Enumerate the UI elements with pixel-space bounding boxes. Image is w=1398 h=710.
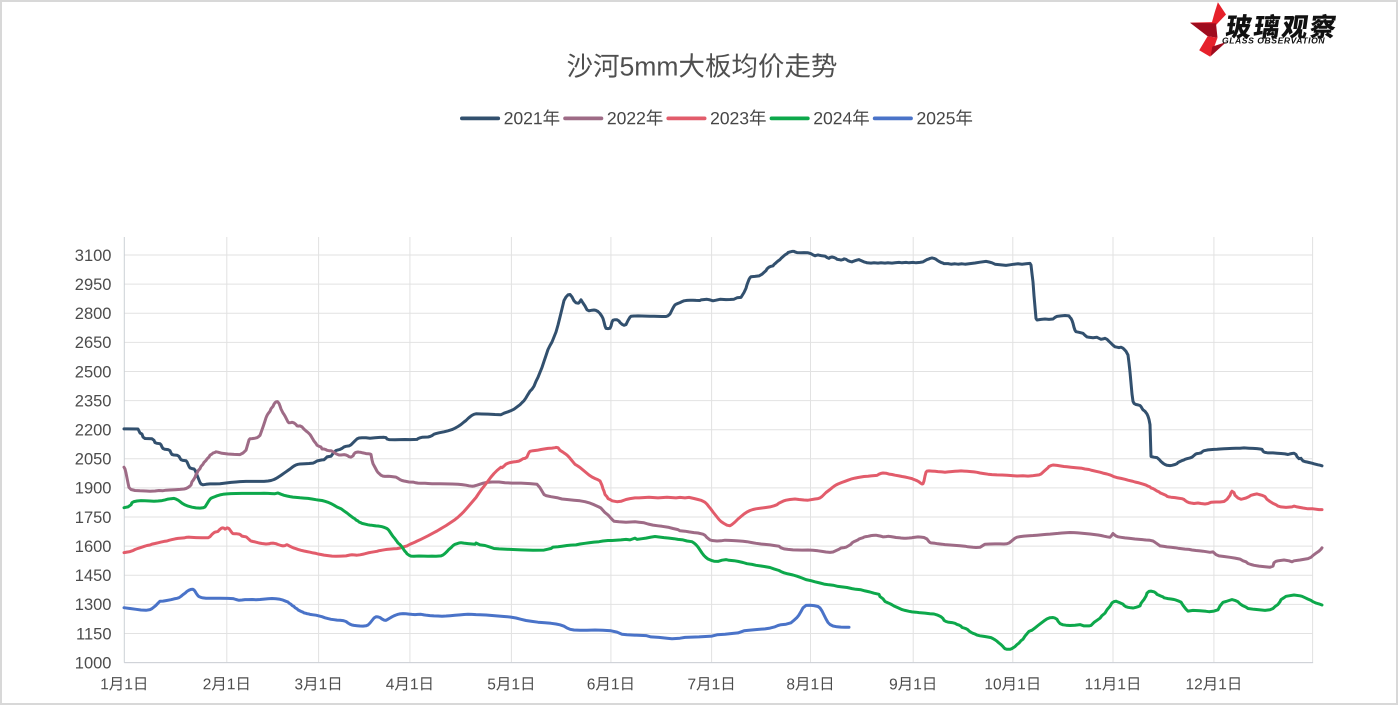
svg-text:1750: 1750	[75, 509, 112, 527]
svg-text:2200: 2200	[75, 422, 112, 440]
svg-text:2050: 2050	[75, 451, 112, 469]
svg-text:1000: 1000	[75, 654, 112, 672]
svg-text:1150: 1150	[76, 625, 111, 643]
svg-text:3100: 3100	[75, 247, 112, 265]
svg-text:2500: 2500	[75, 363, 112, 381]
svg-text:1450: 1450	[75, 567, 112, 585]
svg-text:1300: 1300	[75, 596, 112, 614]
svg-text:2350: 2350	[75, 392, 112, 410]
svg-text:2650: 2650	[75, 334, 112, 352]
svg-text:2950: 2950	[75, 276, 112, 294]
svg-text:2800: 2800	[75, 305, 112, 323]
svg-text:GLASS OBSERVATION: GLASS OBSERVATION	[1222, 36, 1325, 46]
svg-text:1900: 1900	[75, 480, 112, 498]
svg-text:1600: 1600	[75, 538, 112, 556]
